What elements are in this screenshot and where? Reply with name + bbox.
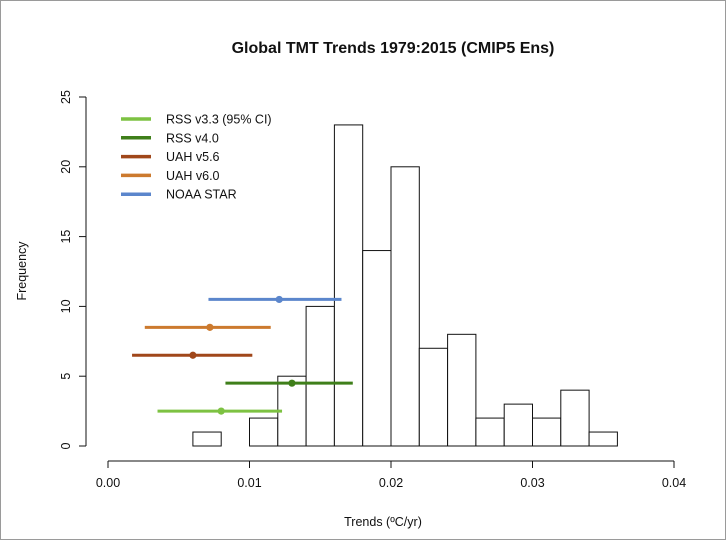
y-tick-label: 5	[59, 373, 73, 380]
histogram-bar	[447, 333, 477, 447]
legend-label: UAH v6.0	[166, 169, 220, 183]
legend-label: RSS v3.3 (95% CI)	[166, 113, 272, 127]
y-tick-label: 20	[59, 160, 73, 174]
histogram-bar	[418, 347, 449, 447]
estimate-point	[275, 295, 283, 304]
histogram-bar	[532, 417, 562, 447]
chart-title: Global TMT Trends 1979:2015 (CMIP5 Ens)	[232, 40, 555, 57]
histogram-bars	[192, 124, 618, 447]
histogram-bar	[588, 431, 618, 447]
estimate-point	[217, 407, 225, 415]
legend-label: NOAA STAR	[166, 188, 237, 202]
histogram-bar	[305, 305, 335, 447]
y-tick-label: 25	[59, 90, 73, 104]
x-axis: 0.00 0.01 0.02 0.03 0.04	[96, 460, 686, 490]
histogram-bar	[249, 417, 279, 447]
x-tick-label: 0.02	[379, 476, 403, 490]
x-axis-label: Trends (ºC/yr)	[344, 515, 422, 529]
x-tick-label: 0.04	[662, 476, 686, 490]
legend-label: UAH v5.6	[166, 150, 220, 164]
y-axis-label: Frequency	[15, 241, 29, 301]
x-tick-label: 0.01	[237, 476, 261, 490]
y-tick-label: 0	[59, 442, 73, 449]
confidence-intervals	[132, 295, 353, 415]
histogram-bar	[192, 431, 222, 447]
legend: RSS v3.3 (95% CI) RSS v4.0 UAH v5.6 UAH v6.…	[121, 113, 272, 202]
x-tick-label: 0.00	[96, 476, 120, 490]
histogram-bar	[560, 389, 590, 447]
x-tick-label: 0.03	[520, 476, 544, 490]
estimate-point	[288, 379, 296, 387]
y-axis: 0 5 10 15 20 25	[59, 90, 87, 449]
y-tick-label: 10	[59, 299, 73, 313]
histogram-bar	[362, 250, 392, 447]
histogram-bar	[503, 403, 534, 447]
histogram-bar	[390, 166, 420, 447]
histogram-bar	[333, 124, 364, 447]
legend-label: RSS v4.0	[166, 131, 219, 145]
estimate-point	[206, 323, 214, 331]
y-tick-label: 15	[59, 230, 73, 244]
histogram-bar	[475, 417, 505, 447]
estimate-point	[189, 351, 197, 359]
